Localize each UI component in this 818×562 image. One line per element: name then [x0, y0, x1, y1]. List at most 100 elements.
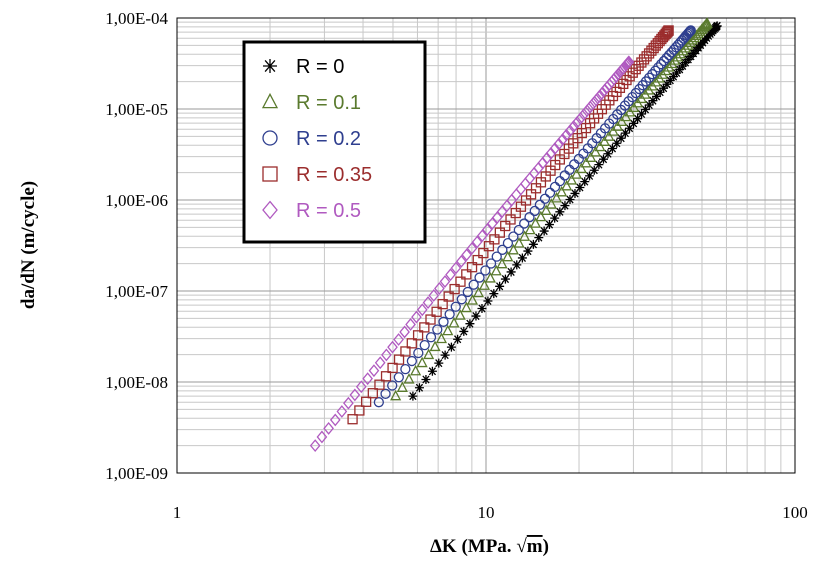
data-point [373, 397, 384, 408]
y-tick-label: 1,00E-09 [105, 464, 168, 483]
data-point [712, 21, 722, 31]
data-point [500, 274, 510, 284]
data-point [425, 314, 436, 325]
data-point [659, 83, 669, 93]
legend-label: R = 0.5 [296, 200, 361, 222]
data-point [489, 289, 499, 299]
data-point [489, 234, 500, 245]
data-point [557, 133, 568, 146]
data-point [468, 279, 479, 290]
data-point [668, 72, 678, 82]
legend-marker [263, 59, 277, 73]
x-tick-label: 1 [173, 503, 182, 522]
data-point [550, 213, 560, 223]
data-point [666, 57, 678, 69]
x-axis-label: ΔK (MPa. √m) [430, 536, 549, 557]
data-point [561, 128, 572, 142]
data-point [515, 182, 527, 196]
data-point [624, 71, 635, 82]
data-point [455, 276, 466, 287]
data-point [466, 262, 478, 273]
y-tick-label: 1,00E-08 [105, 373, 168, 392]
data-point [523, 246, 533, 256]
data-point [674, 47, 686, 59]
data-point [478, 279, 491, 290]
data-point [438, 316, 449, 327]
y-tick-label: 1,00E-07 [105, 282, 168, 301]
data-point [406, 355, 418, 367]
data-point [519, 218, 530, 229]
svg-text:ΔK (MPa. √m): ΔK (MPa. √m) [430, 536, 549, 557]
data-point [524, 212, 535, 223]
data-point [584, 100, 596, 114]
data-point [554, 175, 566, 187]
data-point [483, 241, 495, 252]
data-point [662, 26, 673, 37]
data-point [581, 104, 593, 118]
data-point [683, 27, 695, 38]
data-point [460, 301, 472, 313]
data-point [549, 181, 561, 193]
data-point [568, 120, 579, 133]
legend-marker [262, 200, 278, 220]
legend-label: R = 0.35 [296, 164, 372, 186]
data-point [616, 133, 626, 143]
data-point [444, 309, 455, 320]
data-point [476, 229, 488, 243]
data-point [440, 350, 450, 360]
data-point [518, 230, 531, 241]
x-tick-labels: 1 10 100 [173, 503, 808, 522]
data-point [648, 96, 658, 106]
data-point [640, 104, 650, 114]
data-point [644, 100, 654, 110]
data-point [450, 261, 462, 275]
data-point [627, 67, 638, 78]
data-point [425, 332, 437, 343]
y-tick-labels: 1,00E-09 1,00E-08 1,00E-07 1,00E-06 1,00E-05… [105, 9, 168, 483]
data-point [653, 62, 664, 73]
data-point [629, 118, 639, 128]
data-point [490, 264, 502, 276]
data-point [478, 247, 489, 259]
data-point [393, 354, 405, 365]
data-point [443, 291, 454, 302]
data-point [368, 364, 380, 378]
data-point [477, 303, 487, 313]
data-point [612, 138, 622, 148]
data-point [545, 146, 557, 160]
data-point [374, 356, 386, 370]
data-point [485, 258, 497, 269]
data-point [396, 381, 408, 392]
data-point [362, 372, 373, 386]
data-point [528, 239, 538, 249]
data-point [442, 324, 454, 336]
data-point [603, 130, 615, 141]
data-point [528, 166, 540, 180]
data-point [541, 151, 553, 165]
data-point [507, 243, 519, 255]
data-point [607, 125, 619, 136]
data-point [672, 50, 684, 62]
data-point [677, 44, 689, 56]
data-point [461, 269, 472, 280]
x-axis-label-root: √ [516, 536, 527, 557]
data-point [472, 254, 483, 266]
data-point [529, 217, 542, 228]
data-point [510, 207, 521, 219]
data-point [496, 257, 508, 269]
data-point [400, 346, 411, 357]
data-point [549, 142, 561, 156]
data-point [336, 405, 348, 418]
data-point [665, 75, 675, 85]
data-point [663, 25, 674, 36]
data-point [481, 223, 493, 237]
legend-marker [262, 130, 278, 146]
legend-box [242, 40, 427, 244]
data-point [501, 199, 513, 213]
data-point [553, 137, 565, 151]
data-point [355, 380, 367, 394]
y-tick-label: 1,00E-04 [105, 9, 168, 28]
series-points [373, 25, 696, 408]
data-point [316, 430, 328, 444]
